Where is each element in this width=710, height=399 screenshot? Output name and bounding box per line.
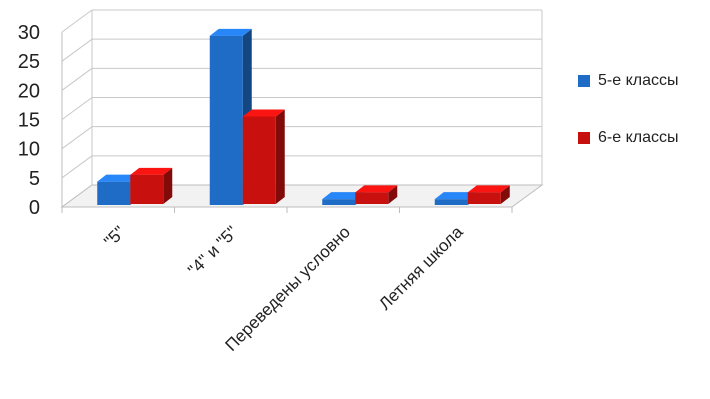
bar-top-s1-c4 [434, 192, 477, 200]
bar-top-s2-c4 [467, 185, 510, 193]
legend-label-series-2: 6-е классы [598, 129, 679, 146]
bar-s2-c1 [130, 174, 164, 204]
x-tick-label-2: "4" и "5" [184, 222, 241, 279]
gridline-side-3 [61, 97, 93, 120]
bar-s2-c4 [467, 192, 501, 204]
y-tick-label-0: 0 [29, 197, 40, 219]
gridline-side-1 [61, 155, 93, 179]
y-tick-label-2: 10 [18, 139, 40, 161]
bar-top-s1-c1 [97, 174, 140, 182]
gridline-side-4 [61, 67, 93, 91]
bar-side-s2-c2 [275, 109, 285, 204]
y-tick-label-5: 25 [18, 51, 40, 73]
bar-top-s2-c1 [130, 167, 173, 175]
bar-top-s1-c3 [322, 192, 365, 200]
bar-side-s2-c4 [500, 185, 510, 204]
legend-item-series-2: 6-е классы [578, 127, 708, 149]
x-tick-label-4: Летняя школа [375, 222, 467, 314]
legend-label-series-1: 5-е классы [598, 72, 679, 89]
bar-side-s2-c3 [388, 185, 398, 204]
legend-swatch-series-1 [578, 75, 590, 87]
bar-s1-c4 [434, 199, 468, 205]
bar-s1-c3 [322, 199, 356, 205]
legend: 5-е классы 6-е классы [578, 70, 708, 184]
gridline-side-2 [61, 126, 93, 150]
gridline-side-5 [61, 38, 93, 62]
bar-top-s2-c2 [242, 109, 285, 117]
y-tick-label-3: 15 [18, 110, 40, 132]
bar-s1-c1 [97, 181, 131, 205]
legend-swatch-series-2 [578, 132, 590, 144]
y-tick-label-1: 5 [29, 168, 40, 190]
x-tick-label-3: Переведены условно [222, 222, 355, 355]
gridline-side-6 [61, 9, 93, 33]
bar-top-s1-c2 [209, 28, 252, 36]
bar-s1-c2 [209, 35, 243, 206]
bar-s2-c3 [355, 192, 389, 204]
chart-floor [60, 184, 544, 208]
legend-item-series-1: 5-е классы [578, 70, 708, 92]
x-tick-label-1: "5" [100, 222, 129, 251]
bar-side-s2-c1 [163, 167, 173, 204]
y-tick-label-4: 20 [18, 80, 40, 102]
y-tick-label-6: 30 [18, 22, 40, 44]
bar-top-s2-c3 [355, 185, 398, 193]
bar-s2-c2 [242, 116, 276, 204]
